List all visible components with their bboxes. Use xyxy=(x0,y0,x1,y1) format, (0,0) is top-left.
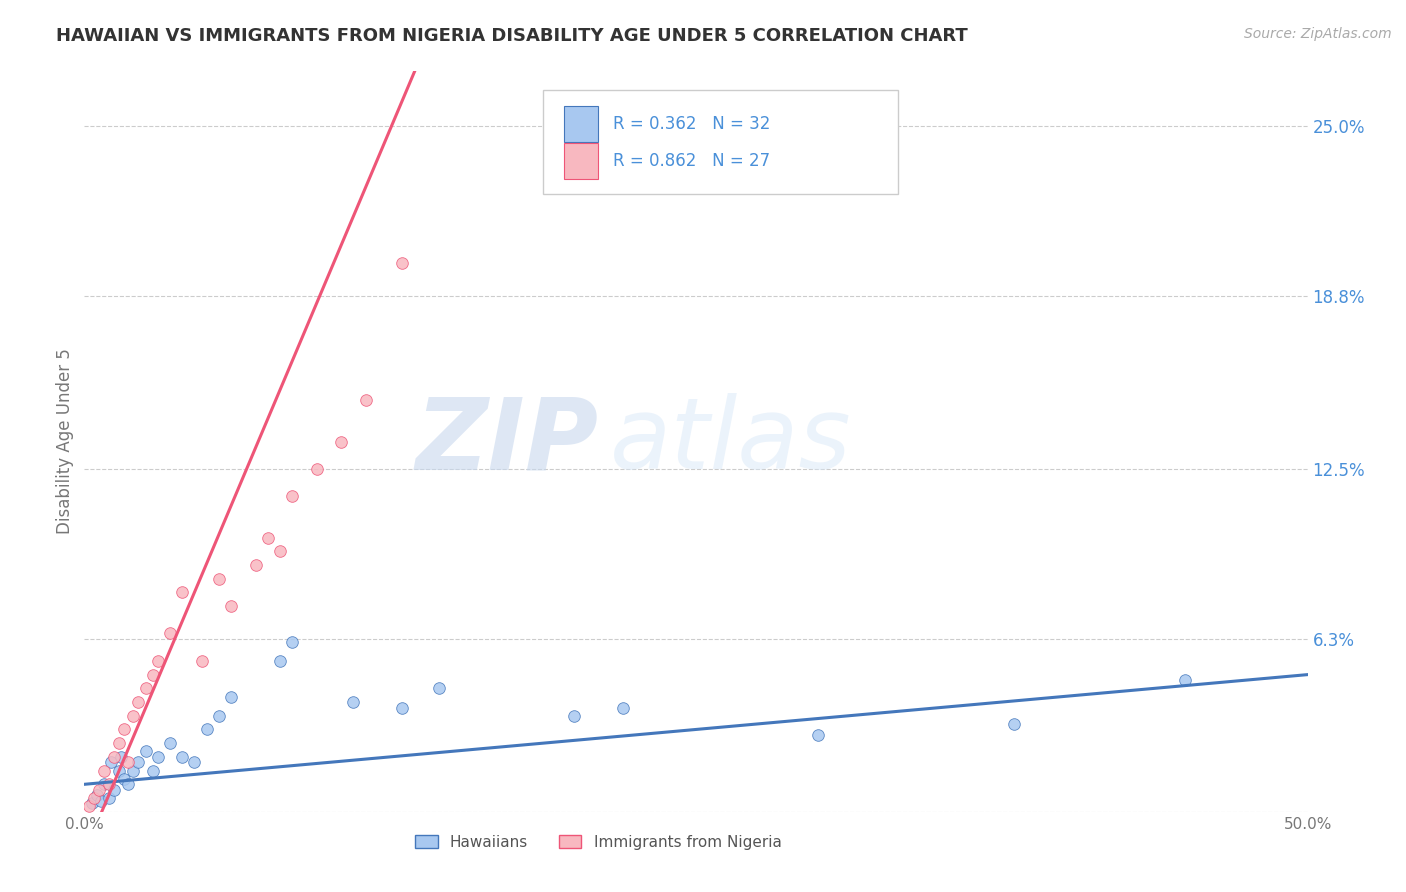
Point xyxy=(1174,673,1197,687)
Point xyxy=(80,797,103,811)
Point xyxy=(142,667,165,681)
Point xyxy=(391,700,413,714)
Legend: Hawaiians, Immigrants from Nigeria: Hawaiians, Immigrants from Nigeria xyxy=(409,829,787,856)
Point xyxy=(77,799,100,814)
Point xyxy=(191,654,214,668)
Point xyxy=(562,708,585,723)
Point xyxy=(427,681,450,696)
Point xyxy=(342,695,364,709)
Point xyxy=(83,791,105,805)
Text: HAWAIIAN VS IMMIGRANTS FROM NIGERIA DISABILITY AGE UNDER 5 CORRELATION CHART: HAWAIIAN VS IMMIGRANTS FROM NIGERIA DISA… xyxy=(56,27,967,45)
Point xyxy=(208,572,231,586)
Point xyxy=(208,708,231,723)
Point xyxy=(172,585,194,599)
Point xyxy=(172,750,194,764)
Point xyxy=(103,750,125,764)
FancyBboxPatch shape xyxy=(564,106,598,142)
Text: ZIP: ZIP xyxy=(415,393,598,490)
Point xyxy=(97,777,120,791)
Point xyxy=(107,736,129,750)
Point xyxy=(391,256,413,270)
Point xyxy=(117,756,139,770)
Point xyxy=(103,782,125,797)
Point xyxy=(100,756,122,770)
Point xyxy=(112,772,135,786)
Point xyxy=(183,756,205,770)
Point xyxy=(159,626,181,640)
Point xyxy=(107,764,129,778)
Point xyxy=(219,690,242,704)
Point xyxy=(807,728,830,742)
Point xyxy=(257,531,280,545)
Point xyxy=(135,744,157,758)
Point xyxy=(87,782,110,797)
Point xyxy=(330,434,353,449)
Point xyxy=(269,544,291,558)
Point xyxy=(146,750,169,764)
Point xyxy=(90,794,112,808)
Point xyxy=(127,695,149,709)
Point xyxy=(97,791,120,805)
Point xyxy=(1002,717,1025,731)
Point xyxy=(195,723,218,737)
Text: R = 0.862   N = 27: R = 0.862 N = 27 xyxy=(613,152,770,170)
Y-axis label: Disability Age Under 5: Disability Age Under 5 xyxy=(56,349,75,534)
Point xyxy=(142,764,165,778)
Point xyxy=(219,599,242,613)
Text: atlas: atlas xyxy=(610,393,852,490)
FancyBboxPatch shape xyxy=(543,90,898,194)
Point xyxy=(127,756,149,770)
FancyBboxPatch shape xyxy=(564,144,598,178)
Point xyxy=(354,393,377,408)
Point xyxy=(281,634,304,648)
Point xyxy=(305,462,328,476)
Point xyxy=(93,777,115,791)
Point xyxy=(93,764,115,778)
Point xyxy=(245,558,267,572)
Point xyxy=(122,708,145,723)
Point xyxy=(86,789,108,803)
Text: Source: ZipAtlas.com: Source: ZipAtlas.com xyxy=(1244,27,1392,41)
Point xyxy=(146,654,169,668)
Point xyxy=(110,750,132,764)
Point xyxy=(112,723,135,737)
Point xyxy=(122,764,145,778)
Point xyxy=(159,736,181,750)
Point xyxy=(269,654,291,668)
Text: R = 0.362   N = 32: R = 0.362 N = 32 xyxy=(613,115,770,133)
Point xyxy=(612,700,634,714)
Point xyxy=(117,777,139,791)
Point xyxy=(281,489,304,503)
Point xyxy=(135,681,157,696)
